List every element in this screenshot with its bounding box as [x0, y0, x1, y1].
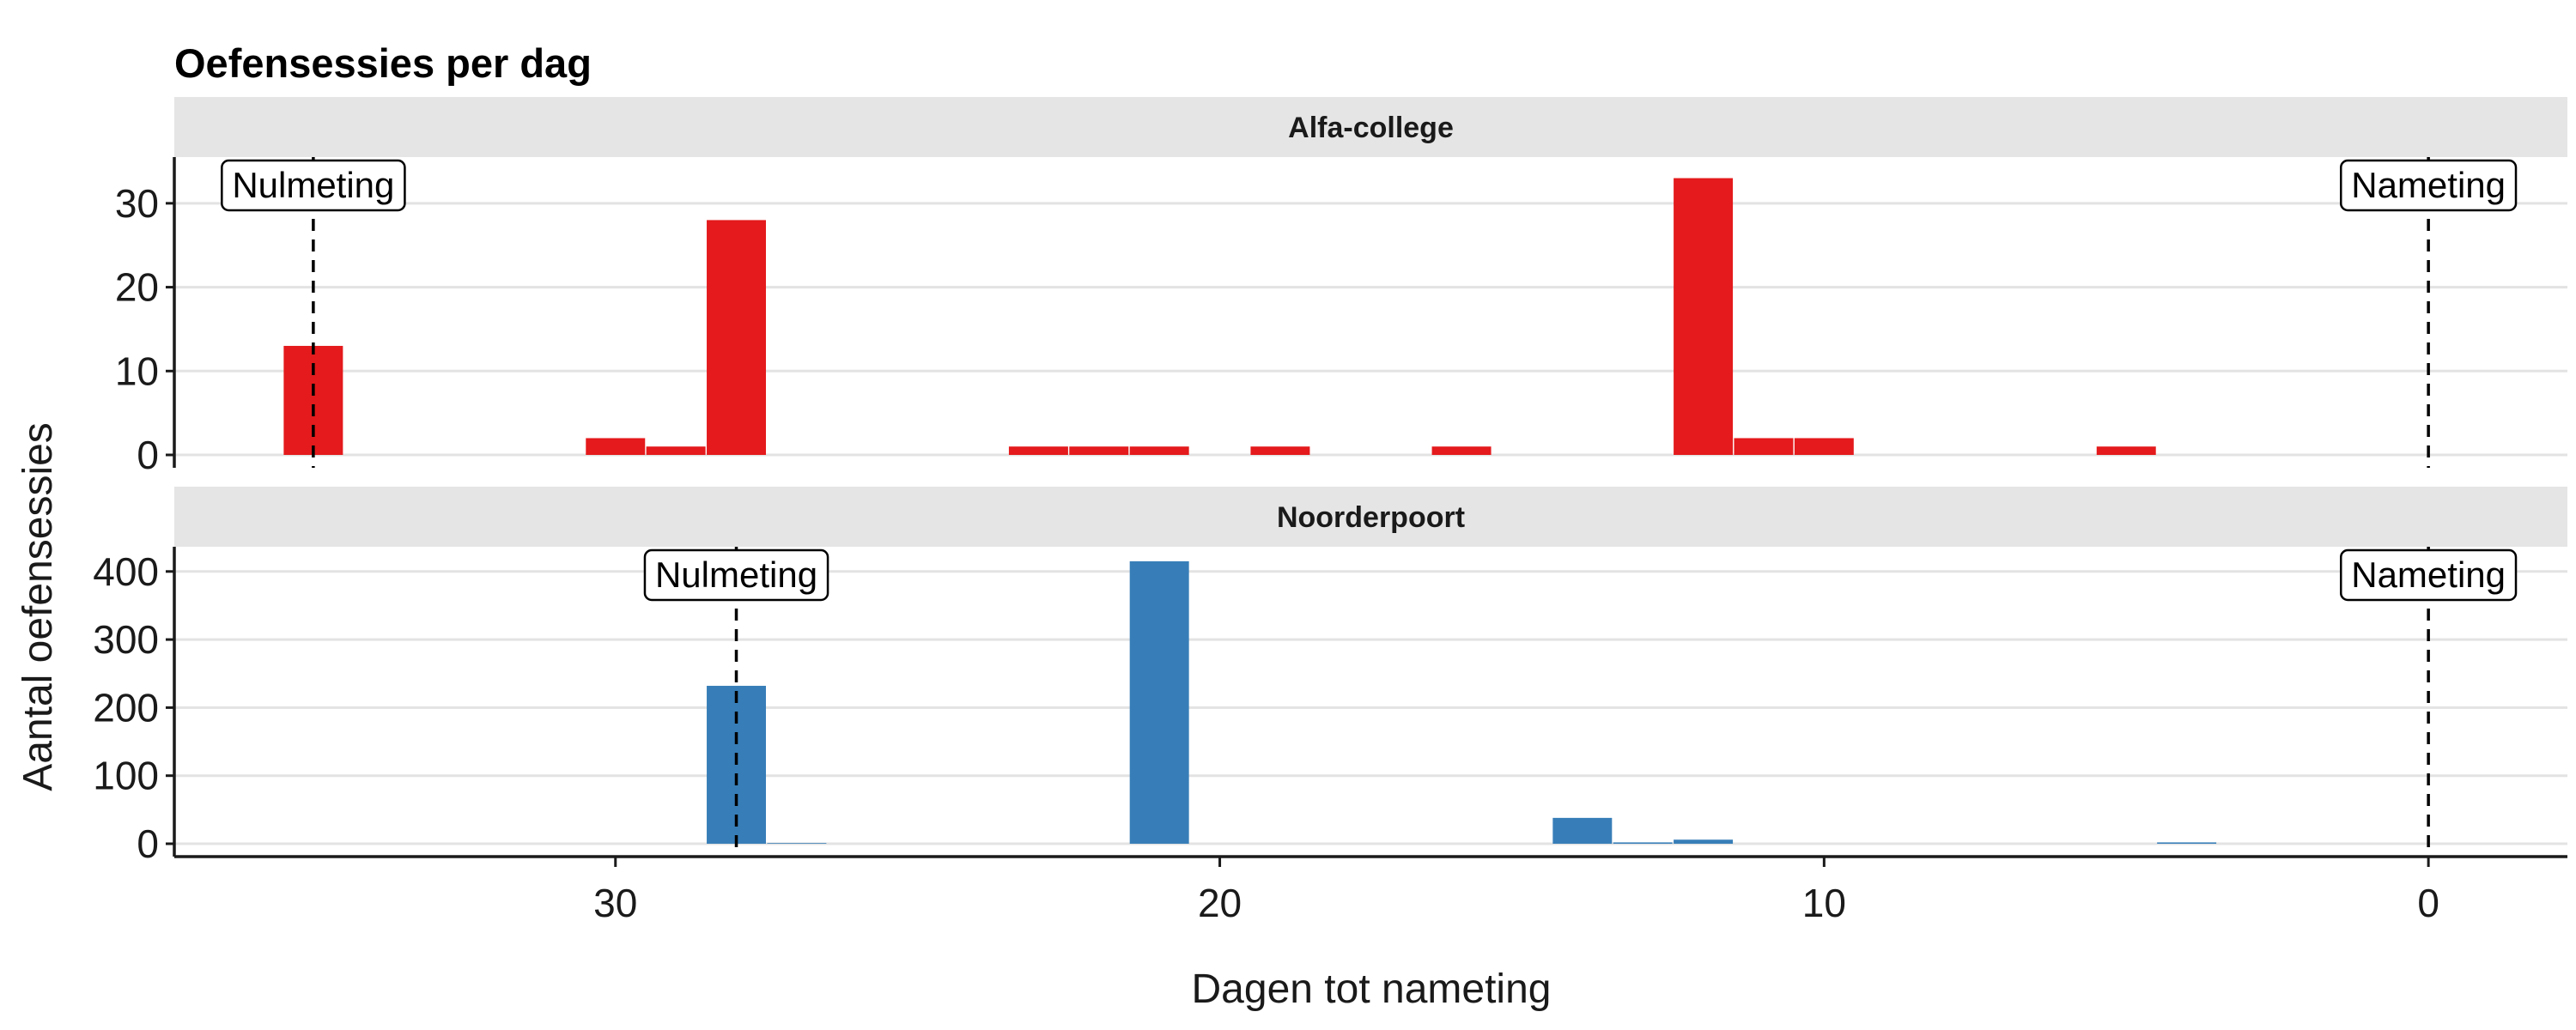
annotation-label: Nameting: [2351, 165, 2506, 205]
y-tick-label: 10: [115, 348, 159, 393]
y-tick-label: 100: [93, 754, 159, 798]
y-axis-title: Aantal oefensessies: [15, 422, 61, 791]
annotation-box: [643, 548, 829, 602]
bar: [707, 220, 767, 455]
y-tick-label: 400: [93, 549, 159, 594]
bar: [1674, 839, 1734, 844]
y-tick-label: 0: [137, 433, 159, 477]
bar: [767, 843, 827, 844]
annotation-label: Nameting: [2351, 554, 2506, 595]
bar: [646, 446, 706, 455]
x-tick-label: 30: [593, 881, 637, 925]
bar: [1674, 178, 1734, 456]
bar: [1794, 438, 1854, 455]
bar: [1734, 438, 1794, 455]
x-tick-label: 10: [1802, 881, 1846, 925]
annotation-nameting: Nameting: [2339, 159, 2518, 212]
annotation-nulmeting: Nulmeting: [221, 159, 406, 212]
y-tick-label: 30: [115, 181, 159, 226]
bar: [1613, 842, 1673, 844]
bar: [1129, 560, 1189, 844]
y-tick-label: 200: [93, 685, 159, 730]
y-tick-label: 20: [115, 265, 159, 310]
x-axis-title: Dagen tot nameting: [1192, 966, 1552, 1012]
x-tick-label: 20: [1198, 881, 1242, 925]
bar: [283, 345, 343, 455]
panel-strip: [174, 97, 2567, 157]
panel-strip-label: Alfa-college: [1288, 112, 1454, 144]
bar: [1069, 446, 1129, 455]
annotation-box: [2339, 548, 2518, 602]
bar: [2157, 842, 2217, 844]
bar: [1552, 817, 1613, 844]
panel-strip-label: Noorderpoort: [1277, 501, 1465, 534]
annotation-nameting: Nameting: [2339, 548, 2518, 602]
annotation-label: Nulmeting: [655, 554, 817, 595]
annotation-box: [221, 159, 406, 212]
panel-noorderpoort: Noorderpoort 0 100 200 300 400 Nulmeting Nameti…: [93, 487, 2567, 866]
annotation-box: [2339, 159, 2518, 212]
bar: [1431, 446, 1492, 455]
bar: [2096, 446, 2156, 455]
y-tick-label: 0: [137, 821, 159, 866]
annotation-nulmeting: Nulmeting: [643, 548, 829, 602]
y-tick-label: 300: [93, 617, 159, 662]
bar: [1129, 446, 1189, 455]
x-tick-label: 0: [2417, 881, 2439, 925]
annotation-label: Nulmeting: [232, 165, 394, 205]
bar: [586, 438, 646, 455]
chart-title: Oefensessies per dag: [174, 40, 592, 86]
panel-alfa-college: Alfa-college 0 10 20 30 Nulmeting Nameting: [115, 97, 2567, 477]
x-axis: 30 20 10 0: [174, 855, 2567, 925]
bar: [1250, 446, 1310, 455]
panel-strip: [174, 487, 2567, 547]
bar: [1008, 446, 1068, 455]
